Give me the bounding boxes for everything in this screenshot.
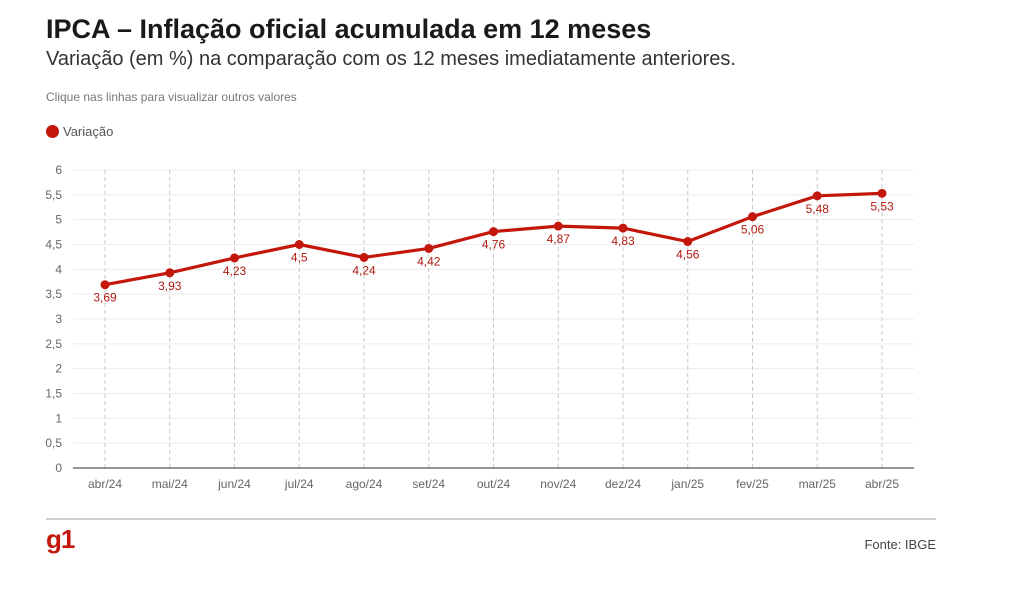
y-tick-label: 0 — [55, 461, 62, 475]
interaction-hint: Clique nas linhas para visualizar outros… — [46, 90, 297, 104]
data-label: 3,93 — [158, 279, 182, 293]
data-point[interactable] — [618, 223, 628, 233]
data-point[interactable] — [489, 227, 498, 237]
legend-marker-icon — [46, 125, 59, 138]
data-label: 4,23 — [223, 264, 247, 278]
data-label: 4,24 — [352, 263, 376, 277]
data-label: 5,53 — [870, 199, 894, 213]
y-tick-label: 3,5 — [45, 287, 62, 301]
x-tick-label: mai/24 — [152, 477, 188, 491]
y-tick-label: 5,5 — [45, 188, 62, 202]
y-tick-label: 1 — [55, 411, 62, 425]
x-tick-label: nov/24 — [540, 477, 576, 491]
data-point[interactable] — [877, 188, 887, 198]
y-tick-label: 6 — [55, 163, 62, 177]
data-label: 5,48 — [806, 202, 830, 216]
data-label: 4,5 — [291, 251, 308, 265]
g1-logo: g1 — [46, 524, 75, 554]
data-point[interactable] — [553, 221, 563, 231]
y-tick-label: 4 — [55, 262, 62, 276]
x-tick-label: abr/24 — [88, 477, 122, 491]
data-point[interactable] — [359, 252, 369, 262]
chart-subtitle: Variação (em %) na comparação com os 12 … — [46, 48, 736, 70]
x-tick-label: set/24 — [412, 477, 445, 491]
data-label: 3,69 — [93, 291, 117, 305]
x-tick-label: ago/24 — [346, 477, 383, 491]
data-label: 5,06 — [741, 223, 765, 237]
x-tick-label: jun/24 — [217, 477, 251, 491]
source-note: Fonte: IBGE — [864, 537, 936, 552]
y-tick-label: 3 — [55, 312, 62, 326]
chart-title: IPCA – Inflação oficial acumulada em 12 … — [46, 14, 652, 44]
footer-divider — [46, 518, 936, 520]
y-tick-label: 5 — [55, 213, 62, 227]
data-point[interactable] — [424, 243, 434, 253]
x-tick-label: abr/25 — [865, 477, 899, 491]
data-point[interactable] — [812, 191, 822, 201]
data-point[interactable] — [230, 253, 239, 263]
y-tick-label: 2 — [55, 362, 62, 376]
line-chart[interactable]: 0 0,5 1 1,5 2 2,5 3 3,5 4 4,5 5 5,5 6 abr/24 mai/24 jun… — [0, 150, 1024, 495]
x-tick-label: mar/25 — [799, 477, 837, 491]
y-tick-label: 1,5 — [45, 387, 62, 401]
data-point[interactable] — [683, 237, 693, 247]
data-point[interactable] — [294, 240, 304, 249]
x-tick-label: out/24 — [477, 477, 511, 491]
data-label: 4,56 — [676, 248, 700, 262]
data-point[interactable] — [165, 268, 175, 278]
data-point[interactable] — [748, 212, 757, 222]
x-tick-label: dez/24 — [605, 477, 641, 491]
data-label: 4,42 — [417, 254, 441, 268]
x-tick-label: jan/25 — [670, 477, 704, 491]
data-label: 4,83 — [611, 234, 635, 248]
y-tick-label: 2,5 — [45, 337, 62, 351]
data-label: 4,87 — [547, 232, 571, 246]
x-tick-label: fev/25 — [736, 477, 769, 491]
data-point[interactable] — [100, 280, 110, 290]
x-tick-label: jul/24 — [284, 477, 314, 491]
y-tick-label: 4,5 — [45, 238, 62, 252]
legend[interactable]: Variação — [46, 124, 113, 139]
legend-label: Variação — [63, 124, 114, 139]
y-tick-label: 0,5 — [45, 436, 62, 450]
data-label: 4,76 — [482, 238, 506, 252]
